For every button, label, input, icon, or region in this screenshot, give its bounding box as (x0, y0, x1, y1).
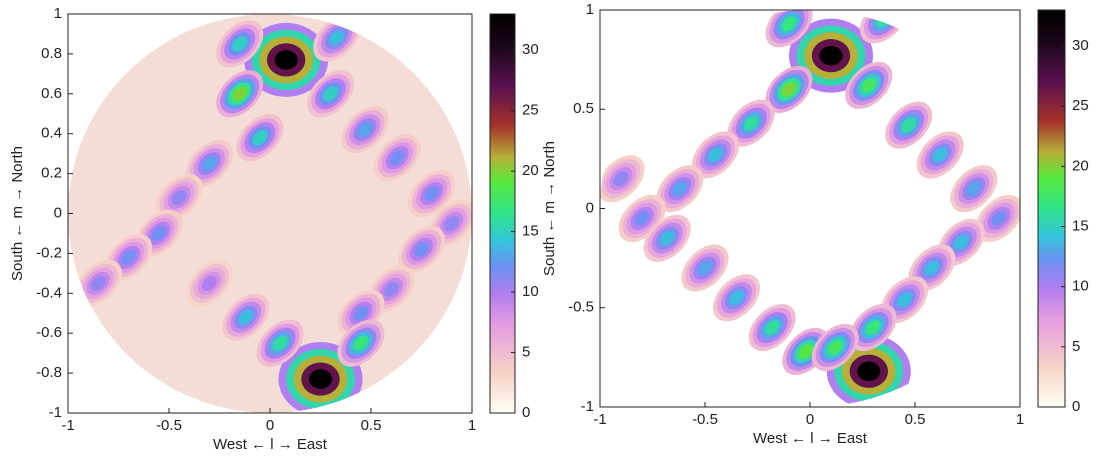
lobe (821, 47, 841, 65)
lobe (674, 183, 685, 194)
lobe (359, 124, 370, 135)
lobe (800, 346, 811, 357)
y-tick-label: -0.4 (36, 284, 62, 301)
lobe (325, 88, 336, 99)
lobe (926, 263, 937, 274)
y-tick-label: 0.4 (41, 125, 62, 142)
lobe (276, 51, 296, 69)
lobe (699, 263, 711, 274)
lobe (710, 149, 721, 160)
lobe (153, 228, 164, 239)
lobes (74, 14, 472, 413)
lobe (254, 132, 265, 143)
y-tick-label: 0 (54, 204, 62, 221)
lobe (993, 213, 1005, 224)
y-tick-label: -0.2 (36, 244, 62, 261)
colorbar-tick-label: 5 (1072, 338, 1080, 355)
lobe (204, 278, 215, 289)
y-tick-label: 0.5 (573, 100, 594, 117)
lobe (355, 338, 366, 349)
lobe (935, 149, 946, 160)
x-tick-label: 0.5 (905, 411, 926, 428)
colorbar-tick-label: 25 (522, 102, 539, 119)
lobe (783, 18, 795, 29)
lobe (636, 213, 648, 224)
x-tick-label: -1 (593, 411, 606, 428)
x-tick-label: 0 (266, 417, 274, 434)
lobe (863, 80, 874, 91)
x-tick-label: -1 (61, 417, 74, 434)
y-tick-label: 1 (54, 5, 62, 22)
y-axis-label: South ← m → North (541, 141, 558, 276)
y-tick-label: 0.6 (41, 85, 62, 102)
y-tick-label: 0.2 (41, 165, 62, 182)
colorbar-tick-label: 15 (1072, 218, 1089, 235)
lobe (899, 294, 910, 305)
colorbar-tick-label: 20 (1072, 157, 1089, 174)
colorbar-tick-label: 30 (522, 41, 539, 58)
y-tick-label: 1 (586, 1, 594, 18)
lobe (93, 278, 104, 289)
lobe (903, 120, 914, 131)
x-tick-label: 1 (1016, 411, 1024, 428)
lobe (416, 244, 427, 255)
lobe (386, 284, 397, 295)
colorbar-tick-label: 30 (1072, 37, 1089, 54)
lobe (355, 308, 366, 319)
lobe (783, 84, 795, 95)
lobes (600, 10, 1020, 407)
colorbar-tick-label: 0 (1072, 398, 1080, 415)
x-tick-label: -0.5 (692, 411, 718, 428)
lobe (426, 188, 437, 199)
lobe (311, 370, 330, 388)
lobe (174, 192, 185, 203)
y-tick-label: -0.6 (36, 324, 62, 341)
x-axis-label: West ← l → East (213, 436, 328, 453)
lobe (123, 252, 134, 263)
lobe (867, 322, 879, 333)
colorbar-tick-label: 15 (522, 223, 539, 240)
colorbar-tick-label: 5 (522, 344, 530, 361)
lobe (615, 173, 627, 184)
lobe (275, 338, 286, 349)
lobe (234, 88, 245, 99)
lobe (767, 322, 778, 333)
lobe (968, 183, 979, 194)
x-tick-label: 0.5 (361, 417, 382, 434)
colorbar (489, 13, 516, 414)
lobe (204, 158, 215, 169)
colorbar-tick-label: 0 (522, 404, 530, 421)
lobe (234, 38, 245, 49)
lobe (392, 152, 403, 163)
x-axis-label: West ← l → East (753, 430, 868, 447)
colorbar-tick-label: 20 (522, 162, 539, 179)
y-tick-label: 0 (586, 199, 594, 216)
colorbar-tick-label: 10 (1072, 278, 1089, 295)
colorbar (1037, 9, 1066, 408)
lobe (662, 233, 673, 244)
x-tick-label: 1 (468, 417, 476, 434)
y-axis-label: South ← m → North (9, 146, 26, 281)
lobe (240, 312, 251, 323)
lobe (731, 292, 742, 303)
y-tick-label: -1 (49, 404, 62, 421)
y-tick-label: -1 (581, 398, 594, 415)
y-tick-label: -0.5 (568, 299, 594, 316)
colorbar-tick-label: 25 (1072, 97, 1089, 114)
x-tick-label: -0.5 (156, 417, 182, 434)
lobe (859, 362, 879, 380)
lobe (331, 32, 342, 43)
lobe (830, 342, 841, 353)
lobe (746, 118, 757, 129)
y-tick-label: -0.8 (36, 364, 62, 381)
y-tick-label: 0.8 (41, 45, 62, 62)
lobe (956, 237, 967, 248)
x-tick-label: 0 (806, 411, 814, 428)
colorbar-tick-label: 10 (522, 283, 539, 300)
lobe (446, 218, 457, 229)
